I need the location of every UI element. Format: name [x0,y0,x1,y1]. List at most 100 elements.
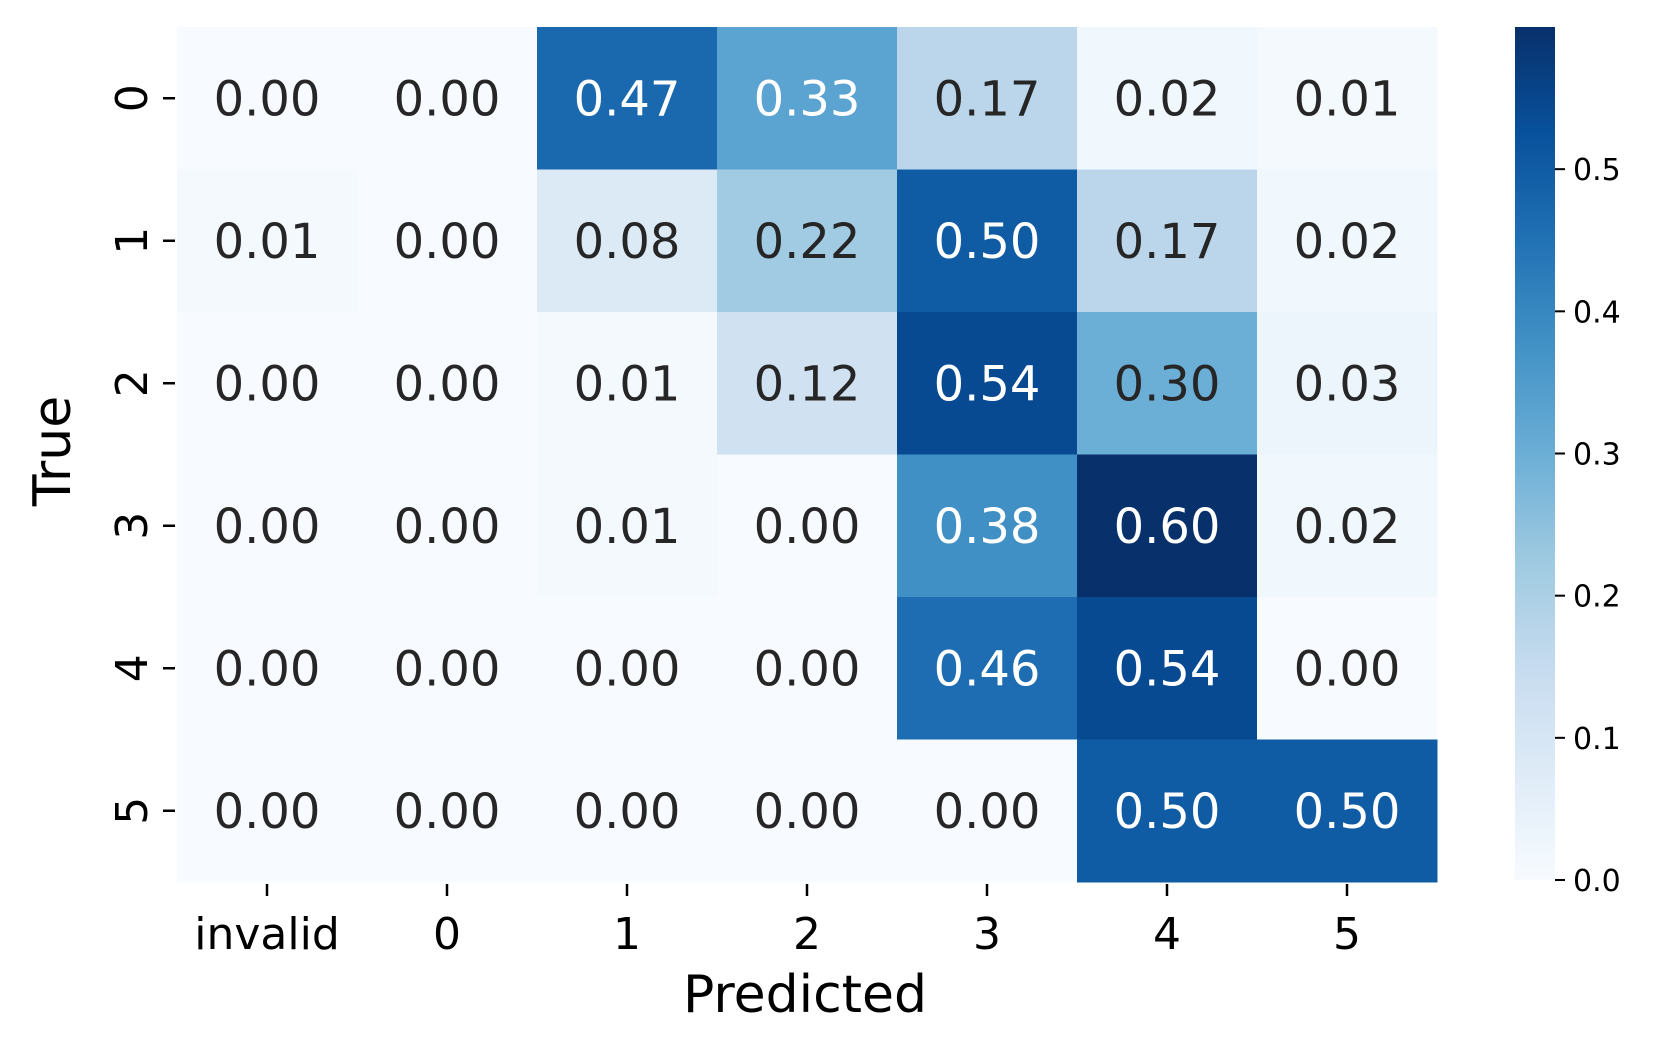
heatmap-cell [177,597,358,740]
cell-value-label: 0.00 [214,784,321,840]
x-tick-label: 1 [613,909,641,960]
heatmap-cell [177,454,358,598]
heatmap-cell [717,27,898,170]
heatmap-cell [897,454,1078,598]
heatmap-cell [897,312,1078,455]
colorbar-tick-label: 0.3 [1573,438,1621,473]
heatmap-cell [537,27,718,170]
cell-value-label: 0.00 [394,641,501,697]
cell-value-label: 0.00 [394,356,501,412]
heatmap-cell [897,169,1078,313]
heatmap-cell [1077,597,1258,740]
cell-value-label: 0.00 [574,641,681,697]
cell-value-label: 0.01 [214,214,321,270]
x-tick-label: 3 [973,909,1001,960]
heatmap-cell [1257,597,1438,740]
heatmap-cell [537,454,718,598]
y-tick-label: 3 [107,512,158,540]
cell-value-label: 0.00 [214,71,321,127]
cell-value-label: 0.00 [574,784,681,840]
heatmap-cell [177,27,358,170]
cell-value-label: 0.00 [754,641,861,697]
x-axis-ticks: invalid 0 1 2 3 4 5 [194,884,1361,960]
cell-value-label: 0.00 [394,784,501,840]
colorbar-tick-label: 0.4 [1573,295,1621,330]
heatmap-cell [177,739,358,883]
heatmap-cell [1077,312,1258,455]
cell-value-label: 0.03 [1294,356,1401,412]
heatmap-cell [1257,312,1438,455]
cell-value-label: 0.08 [574,214,681,270]
cell-value-label: 0.02 [1294,214,1401,270]
heatmap-cell [357,454,538,598]
colorbar-tick-label: 0.1 [1573,722,1621,757]
heatmap-cell [357,312,538,455]
y-axis-label: True [23,396,83,507]
x-tick-label: invalid [194,909,340,960]
heatmap-cell [897,739,1078,883]
x-tick-label: 0 [433,909,461,960]
heatmap-cell [1077,169,1258,313]
y-axis-ticks: 0 1 2 3 4 5 [107,84,175,825]
heatmap-cell [1077,27,1258,170]
cell-value-label: 0.12 [754,356,861,412]
heatmap-cell [717,739,898,883]
cell-value-label: 0.02 [1114,71,1221,127]
cell-value-label: 0.54 [1114,641,1221,697]
heatmap-cell [177,169,358,313]
cell-value-label: 0.38 [934,499,1041,555]
heatmap-cell [537,597,718,740]
heatmap-cell [357,169,538,313]
cell-value-label: 0.50 [1114,784,1221,840]
cell-value-label: 0.50 [934,214,1041,270]
y-tick-label: 1 [107,227,158,255]
cell-value-label: 0.00 [394,214,501,270]
heatmap-cell [357,739,538,883]
heatmap-cell [1257,27,1438,170]
cell-value-label: 0.00 [214,641,321,697]
cell-value-label: 0.00 [394,71,501,127]
heatmap-cell [717,312,898,455]
cell-value-label: 0.01 [574,356,681,412]
cell-value-label: 0.00 [214,499,321,555]
heatmap-cell [717,597,898,740]
cell-value-label: 0.54 [934,356,1041,412]
heatmap-cell [1257,739,1438,883]
colorbar-ticks: 0.0 0.1 0.2 0.3 0.4 0.5 [1555,153,1621,899]
colorbar-tick-label: 0.5 [1573,153,1621,188]
cell-value-label: 0.60 [1114,499,1221,555]
x-tick-label: 2 [793,909,821,960]
heatmap-cell [717,454,898,598]
cell-value-label: 0.00 [1294,641,1401,697]
y-tick-label: 5 [107,797,158,825]
heatmap-cell [357,27,538,170]
y-tick-label: 0 [107,84,158,112]
colorbar-gradient [1515,27,1555,880]
colorbar: 0.0 0.1 0.2 0.3 0.4 0.5 [1515,27,1621,899]
cell-value-label: 0.01 [1294,71,1401,127]
heatmap-cell [177,312,358,455]
cell-value-label: 0.00 [754,784,861,840]
heatmap-cell [537,312,718,455]
cell-value-label: 0.00 [934,784,1041,840]
heatmap-cell [1077,454,1258,598]
cell-value-label: 0.30 [1114,356,1221,412]
heatmap-cell [1077,739,1258,883]
cell-value-label: 0.46 [934,641,1041,697]
cell-value-label: 0.50 [1294,784,1401,840]
heatmap-cell [897,27,1078,170]
cell-value-label: 0.17 [1114,214,1221,270]
heatmap-cell [1257,454,1438,598]
heatmap-cell [897,597,1078,740]
y-tick-label: 2 [107,369,158,397]
colorbar-tick-label: 0.0 [1573,864,1621,899]
cell-value-labels: 0.00 0.00 0.47 0.33 0.17 0.02 0.01 0.01 0.00 0.08… [214,71,1401,840]
colorbar-tick-label: 0.2 [1573,580,1621,615]
y-tick-label: 4 [107,654,158,682]
heatmap-cells [177,27,1438,883]
x-axis-label: Predicted [683,965,927,1025]
cell-value-label: 0.01 [574,499,681,555]
heatmap-cell [537,169,718,313]
x-tick-label: 5 [1333,909,1361,960]
